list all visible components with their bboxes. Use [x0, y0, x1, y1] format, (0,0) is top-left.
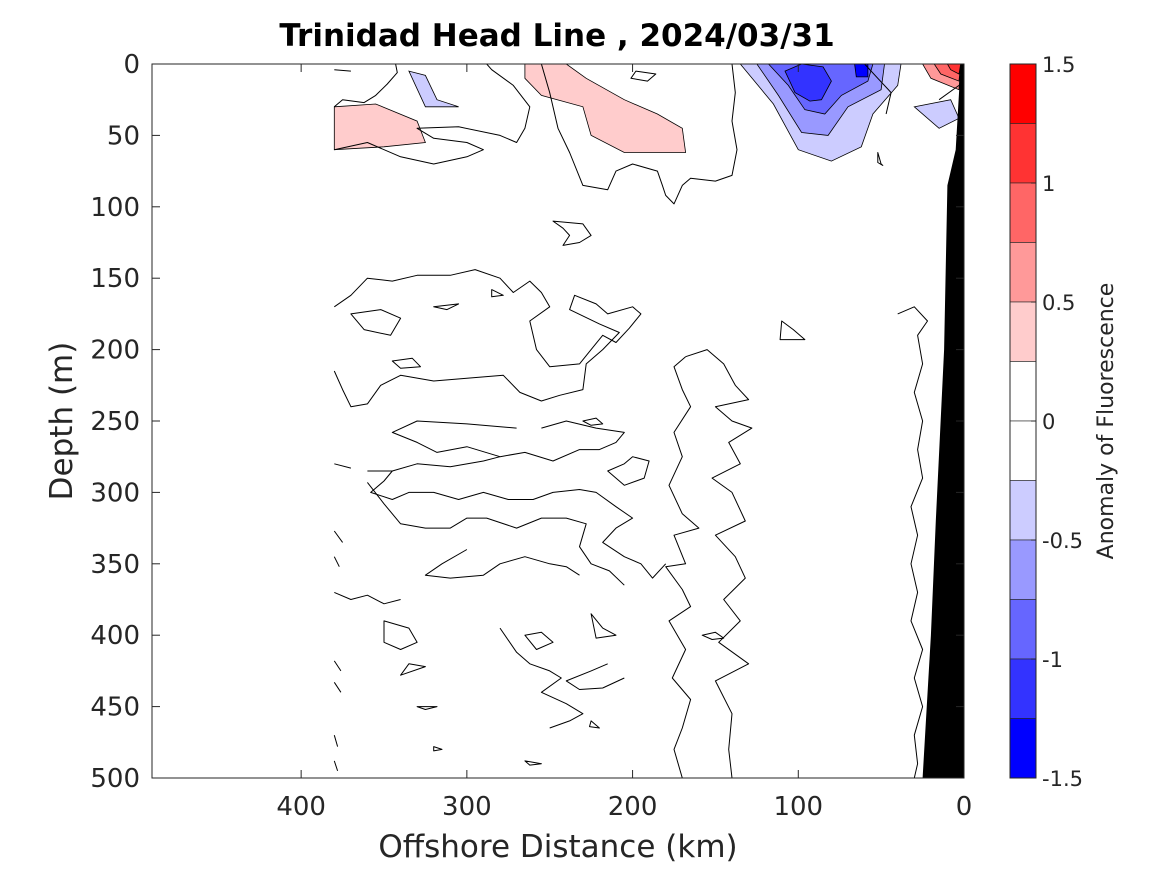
colorbar-band [1009, 480, 1037, 541]
y-tick-label: 250 [90, 407, 140, 437]
zero-contour-line [499, 627, 584, 729]
zero-contour-line [491, 289, 504, 298]
zero-contour-line [938, 84, 960, 101]
zero-contour-line [367, 456, 501, 472]
zero-contour-line [589, 720, 600, 729]
zero-contour-line [333, 682, 342, 693]
zero-contour-line [367, 482, 625, 586]
zero-contour-line [333, 269, 642, 408]
colorbar-band [1009, 658, 1037, 719]
y-tick-label: 0 [123, 50, 140, 80]
zero-contour-line [779, 320, 806, 341]
colorbar-band [1009, 182, 1037, 243]
zero-contour-line [424, 549, 580, 579]
zero-contour-line [565, 663, 625, 690]
zero-contour-line [370, 470, 667, 579]
y-tick-label: 450 [90, 693, 140, 723]
zero-contour-line [350, 309, 402, 336]
x-tick-label: 300 [442, 792, 492, 822]
zero-contour-line [333, 660, 342, 672]
zero-contour-line [391, 420, 625, 462]
zero-contour-line [524, 631, 554, 650]
y-tick-label: 300 [90, 478, 140, 508]
x-axis-label: Offshore Distance (km) [378, 829, 737, 865]
anomaly-fill-layer [333, 64, 962, 162]
chart-title: Trinidad Head Line , 2024/03/31 [279, 18, 834, 54]
y-tick-label: 350 [90, 550, 140, 580]
zero-contour-line [391, 357, 421, 369]
zero-contour-line [334, 463, 352, 469]
colorbar-band [1009, 123, 1037, 184]
zero-contour-line [433, 303, 460, 311]
plot-area: 400 300 200 100 0 0 50 100 150 200 250 300 350 400 45… [90, 50, 972, 822]
colorbar-tick-label: 0 [1042, 410, 1055, 434]
zero-contour-layer [333, 64, 960, 778]
colorbar: 1.5 1 0.5 0 -0.5 -1 -1.5 Anomaly of Fluorescen… [1009, 53, 1119, 791]
colorbar-band [1009, 718, 1037, 779]
zero-contour-line [540, 64, 738, 205]
y-axis-label: Depth (m) [44, 342, 80, 501]
colorbar-band [1009, 242, 1037, 303]
zero-contour-line [607, 456, 650, 486]
zero-contour-line [590, 613, 617, 639]
zero-contour-line [552, 220, 592, 246]
x-tick-label: 200 [608, 792, 658, 822]
zero-contour-line [416, 706, 438, 710]
zero-contour-line [400, 663, 426, 676]
colorbar-band [1009, 63, 1037, 124]
zero-contour-line [877, 152, 884, 166]
zero-contour-line [333, 530, 344, 543]
colorbar-tick-label: -0.5 [1042, 529, 1083, 553]
colorbar-label: Anomaly of Fluorescence [1094, 283, 1119, 560]
zero-contour-line [334, 64, 531, 165]
colorbar-tick-label: 1 [1042, 172, 1055, 196]
y-tick-label: 100 [90, 193, 140, 223]
anomaly-patch [854, 64, 869, 78]
colorbar-band [1009, 301, 1037, 362]
y-tick-label: 150 [90, 264, 140, 294]
colorbar-band [1009, 539, 1037, 600]
zero-contour-line [383, 620, 418, 650]
zero-contour-line [333, 735, 339, 747]
y-tick-label: 50 [107, 121, 140, 151]
zero-contour-line [333, 64, 398, 108]
zero-contour-line [334, 591, 401, 605]
zero-contour-line [333, 760, 339, 772]
x-tick-label: 100 [773, 792, 823, 822]
anomaly-patch [408, 70, 459, 108]
y-axis-ticks: 0 50 100 150 200 250 300 350 400 450 500 [90, 50, 964, 794]
colorbar-tick-label: 1.5 [1042, 53, 1075, 77]
zero-contour-line [334, 69, 351, 72]
colorbar-ticks: 1.5 1 0.5 0 -0.5 -1 -1.5 [1031, 53, 1083, 791]
x-tick-label: 0 [956, 792, 973, 822]
x-axis-ticks: 400 300 200 100 0 [276, 64, 972, 822]
zero-contour-line [685, 349, 753, 778]
zero-contour-line [524, 760, 542, 766]
zero-contour-line [897, 306, 928, 778]
bathymetry-layer [922, 64, 964, 778]
bathymetry-seafloor [922, 64, 964, 778]
colorbar-band [1009, 361, 1037, 422]
zero-contour-line [582, 417, 604, 426]
plot-background [152, 64, 964, 778]
zero-contour-line [630, 70, 657, 82]
colorbar-band [1009, 599, 1037, 660]
colorbar-tick-label: 0.5 [1042, 291, 1075, 315]
colorbar-tick-label: -1.5 [1042, 767, 1083, 791]
colorbar-tick-label: -1 [1042, 648, 1063, 672]
zero-contour-line [433, 746, 443, 752]
anomaly-patch [524, 64, 687, 153]
x-tick-label: 400 [276, 792, 326, 822]
colorbar-band [1009, 420, 1037, 481]
y-tick-label: 200 [90, 336, 140, 366]
zero-contour-line [333, 556, 340, 567]
zero-contour-line [701, 631, 725, 640]
zero-contour-line [864, 64, 892, 115]
anomaly-patch [946, 64, 962, 75]
y-tick-label: 400 [90, 621, 140, 651]
y-tick-label: 500 [90, 764, 140, 794]
zero-contour-line [665, 356, 700, 778]
